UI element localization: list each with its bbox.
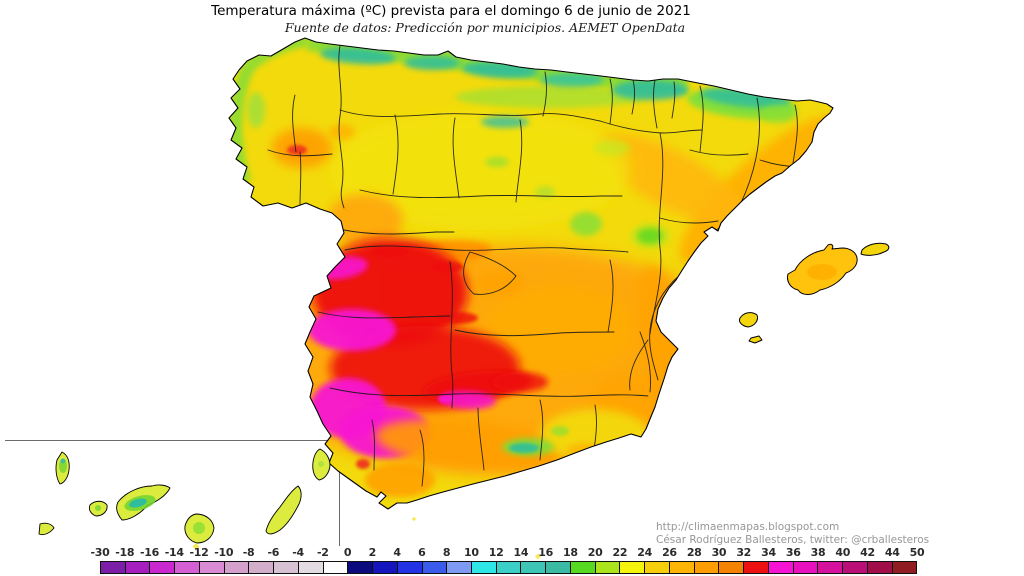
- colorbar-cell: [297, 562, 323, 573]
- credits-author: César Rodríguez Ballesteros, twitter: @c…: [656, 534, 930, 546]
- colorbar-cell: [396, 562, 422, 573]
- colorbar-tick-label: 28: [686, 546, 702, 559]
- colorbar-tick-label: 32: [736, 546, 752, 559]
- colorbar-cell: [101, 562, 125, 573]
- colorbar-tick-label: 6: [418, 546, 426, 559]
- colorbar-cell: [891, 562, 917, 573]
- colorbar-tick-label: -6: [267, 546, 280, 559]
- colorbar-cell: [198, 562, 224, 573]
- colorbar-tick-label: 14: [513, 546, 529, 559]
- map-title: Temperatura máxima (ºC) prevista para el…: [211, 3, 691, 19]
- colorbar-cell: [273, 562, 298, 573]
- colorbar-tick-label: 34: [761, 546, 776, 559]
- colorbar-tick-label: -18: [115, 546, 135, 559]
- canary-inset-frame: [5, 440, 340, 546]
- colorbar-tick-label: 22: [612, 546, 628, 559]
- formentera-island: [748, 335, 763, 344]
- ibiza-island: [739, 312, 758, 328]
- colorbar-cell: [520, 562, 546, 573]
- peninsula-coastline: [228, 37, 834, 510]
- colorbar-cell: [124, 562, 150, 573]
- colorbar-tick-label: -30: [90, 546, 110, 559]
- colorbar-tick-label: -4: [292, 546, 304, 559]
- credits-block: http://climaenmapas.blogspot.com César R…: [656, 521, 929, 547]
- colorbar-tick-label: 50: [909, 546, 925, 559]
- colorbar-tick-label: 42: [860, 546, 875, 559]
- peninsula-temperature-field: [229, 38, 833, 509]
- colorbar-cell: [471, 562, 496, 573]
- colorbar-tick-label: -16: [140, 546, 159, 559]
- colorbar-cell: [619, 562, 645, 573]
- colorbar-tick-label: -8: [242, 546, 255, 559]
- colorbar-cell: [644, 562, 669, 573]
- colorbar-tick-label: 44: [884, 546, 900, 559]
- colorbar-tick-label: 8: [442, 546, 451, 559]
- colorbar-cell: [248, 562, 274, 573]
- colorbar-cells: [100, 561, 917, 574]
- colorbar-cell: [421, 562, 447, 573]
- colorbar-cell: [545, 562, 570, 573]
- colorbar-cell: [718, 562, 744, 573]
- fuerteventura-island: [265, 485, 302, 535]
- colorbar-cell: [792, 562, 818, 573]
- colorbar-tick-label: 0: [343, 546, 352, 559]
- colorbar-tick-label: -10: [214, 546, 234, 559]
- colorbar-tick-label: 36: [785, 546, 801, 559]
- colorbar-cell: [174, 562, 199, 573]
- el-hierro-island: [38, 522, 55, 536]
- map-subtitle: Fuente de datos: Predicción por municipi…: [284, 20, 686, 35]
- colorbar-tick-label: 40: [835, 546, 851, 559]
- colorbar-cell: [594, 562, 620, 573]
- map-artifacts: [192, 517, 541, 560]
- colorbar-tick-label: 4: [393, 546, 401, 559]
- credits-url: http://climaenmapas.blogspot.com: [656, 521, 840, 533]
- colorbar-tick-label: 38: [810, 546, 826, 559]
- colorbar-tick-label: -14: [164, 546, 184, 559]
- colorbar-cell: [322, 562, 348, 573]
- colorbar-cell: [842, 562, 867, 573]
- canary-islands: [38, 448, 331, 544]
- colorbar-tick-label: 16: [538, 546, 553, 559]
- colorbar-cell: [693, 562, 719, 573]
- colorbar-tick-label: 26: [662, 546, 677, 559]
- colorbar-cell: [372, 562, 397, 573]
- colorbar-cell: [569, 562, 595, 573]
- colorbar-tick-label: 12: [488, 546, 504, 559]
- colorbar-tick-labels: -30 -18 -16 -14 -12 -10 -8 -6 -4 -2 0 2 4 6 8 10 12 14 16 1…: [91, 546, 925, 559]
- colorbar-tick-label: 2: [368, 546, 377, 559]
- colorbar-tick-label: 18: [563, 546, 578, 559]
- colorbar-cell: [446, 562, 472, 573]
- colorbar-cell: [347, 562, 373, 573]
- balearic-islands: [739, 242, 890, 344]
- colorbar-cell: [817, 562, 843, 573]
- temperature-colorbar: -30 -18 -16 -14 -12 -10 -8 -6 -4 -2 0 2 4 6 8 10 12 14 16 1…: [91, 546, 925, 576]
- colorbar-tick-label: 30: [711, 546, 727, 559]
- province-borders: [267, 45, 813, 487]
- colorbar-cell: [668, 562, 694, 573]
- colorbar-cell: [866, 562, 892, 573]
- colorbar-tick-label: -2: [317, 546, 329, 559]
- colorbar-tick-label: 20: [587, 546, 603, 559]
- menorca-island: [860, 242, 890, 256]
- colorbar-cell: [495, 562, 521, 573]
- colorbar-cell: [767, 562, 793, 573]
- colorbar-tick-label: -12: [189, 546, 209, 559]
- colorbar-cell: [223, 562, 249, 573]
- colorbar-tick-label: 24: [637, 546, 653, 559]
- colorbar-cell: [149, 562, 175, 573]
- colorbar-tick-label: 10: [464, 546, 479, 559]
- colorbar-cell: [743, 562, 768, 573]
